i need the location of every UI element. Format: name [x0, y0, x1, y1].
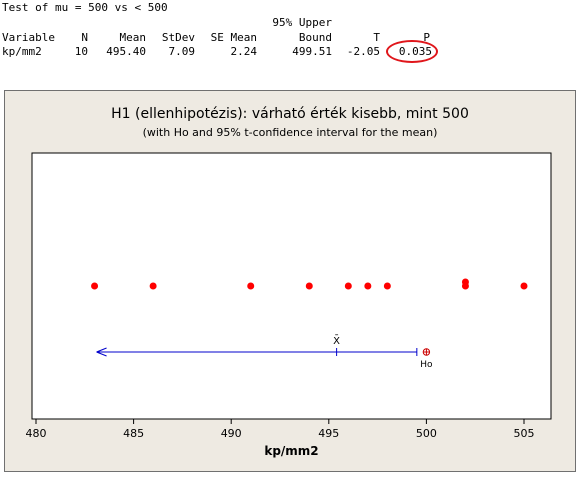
header-mean: Mean	[119, 31, 147, 44]
header-p: P	[423, 31, 430, 44]
p-value-highlight-circle	[386, 40, 438, 63]
row-n: 10	[74, 45, 88, 58]
x-tick-label: 480	[26, 427, 47, 440]
row-mean: 495.40	[106, 45, 146, 58]
x-tick-label: 485	[123, 427, 144, 440]
x-axis-label: kp/mm2	[264, 444, 318, 458]
data-point	[149, 282, 157, 290]
plot-area	[31, 152, 552, 420]
header-bound: Bound	[298, 31, 332, 44]
header-t: T	[373, 31, 380, 44]
graph-window: H1 (ellenhipotézis): várható érték kiseb…	[4, 90, 576, 472]
interval-arrowhead	[96, 347, 107, 357]
row-se-mean: 2.24	[230, 45, 258, 58]
row-t: -2.05	[346, 45, 380, 58]
data-point	[520, 282, 528, 290]
row-bound: 499.51	[292, 45, 332, 58]
data-point	[344, 282, 352, 290]
x-tick-label: 495	[318, 427, 339, 440]
dotplot: 480 485 490 495 500 505 kp/mm2 X̄ Ho	[26, 152, 552, 458]
upper-bound-header-top: 95% Upper	[272, 16, 332, 29]
x-tick-label: 505	[514, 427, 535, 440]
h0-label: Ho	[420, 360, 433, 370]
data-point	[383, 282, 391, 290]
data-point	[247, 282, 255, 290]
x-tick-label: 500	[416, 427, 437, 440]
header-n: N	[81, 31, 88, 44]
header-variable: Variable	[2, 31, 55, 44]
data-point	[364, 282, 372, 290]
row-variable: kp/mm2	[2, 45, 42, 58]
data-point	[91, 282, 99, 290]
data-point	[305, 282, 313, 290]
session-output: Test of mu = 500 vs < 500 95% Upper Vari…	[0, 0, 582, 70]
chart-title: H1 (ellenhipotézis): várható érték kiseb…	[111, 106, 469, 122]
mean-label: X̄	[333, 334, 340, 347]
x-tick-label: 490	[221, 427, 242, 440]
data-point	[461, 278, 469, 286]
header-stdev: StDev	[161, 31, 195, 44]
test-description: Test of mu = 500 vs < 500	[2, 1, 168, 14]
h0-marker	[422, 348, 431, 356]
header-se-mean: SE Mean	[210, 31, 257, 44]
chart-subtitle: (with Ho and 95% t-confidence interval f…	[142, 126, 438, 139]
row-stdev: 7.09	[168, 45, 196, 58]
